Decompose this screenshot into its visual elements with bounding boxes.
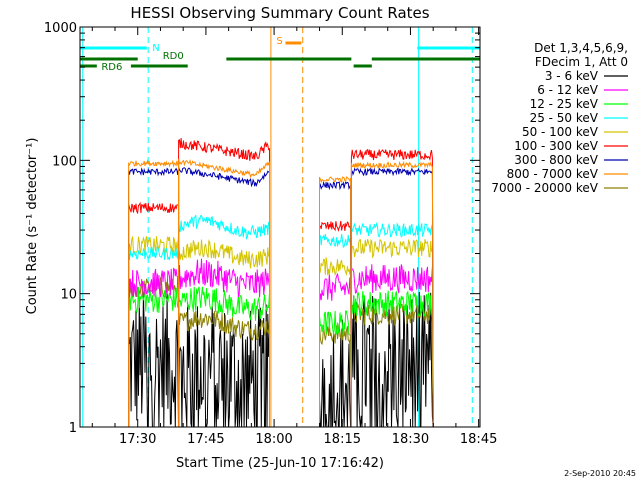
footer-date: 2-Sep-2010 20:45 bbox=[564, 469, 636, 478]
y-axis-label: Count Rate (s⁻¹ detector⁻¹) bbox=[25, 138, 40, 315]
series-line-3 bbox=[128, 214, 434, 427]
series-line-0 bbox=[128, 290, 434, 427]
axes: 1 10 100 1000 17:30 17:45 18:00 18:15 18:30 18:45 bbox=[44, 21, 497, 447]
series-line-5 bbox=[128, 138, 434, 427]
flag-bars: N RD0 RD6 S bbox=[80, 36, 480, 73]
x-tick-label: 18:45 bbox=[460, 432, 497, 447]
x-axis-label: Start Time (25-Jun-10 17:16:42) bbox=[176, 456, 384, 471]
chart-title: HESSI Observing Summary Count Rates bbox=[130, 4, 429, 22]
legend-header-line: Det 1,3,4,5,6,9, bbox=[534, 41, 628, 55]
legend-entry-label: 50 - 100 keV bbox=[522, 125, 599, 139]
x-tick-label: 18:30 bbox=[392, 432, 429, 447]
series-group bbox=[82, 27, 473, 427]
x-tick-label: 18:00 bbox=[255, 432, 292, 447]
series-line-1 bbox=[128, 258, 434, 427]
series-line-4 bbox=[128, 235, 434, 427]
legend-entry-label: 6 - 12 keV bbox=[537, 83, 599, 97]
flag-label-rd0: RD0 bbox=[163, 51, 184, 62]
y-tick-label: 10 bbox=[60, 288, 77, 303]
x-tick-label: 17:30 bbox=[119, 432, 156, 447]
series-line-7 bbox=[128, 158, 434, 427]
y-tick-label: 100 bbox=[52, 154, 77, 169]
legend-entry-label: 800 - 7000 keV bbox=[507, 167, 599, 181]
plot-area: N RD0 RD6 S bbox=[80, 27, 480, 427]
y-tick-label: 1000 bbox=[44, 21, 77, 36]
y-tick-label: 1 bbox=[69, 421, 77, 436]
x-tick-label: 17:45 bbox=[187, 432, 224, 447]
legend-entry-label: 25 - 50 keV bbox=[530, 111, 599, 125]
series-line-2 bbox=[128, 286, 434, 427]
legend-entry-label: 3 - 6 keV bbox=[545, 69, 599, 83]
flag-label-n: N bbox=[152, 43, 159, 54]
legend-entry-label: 100 - 300 keV bbox=[514, 139, 598, 153]
legend-entry-label: 300 - 800 keV bbox=[514, 153, 598, 167]
series-line-6 bbox=[128, 167, 434, 427]
legend-header-line: FDecim 1, Att 0 bbox=[535, 55, 628, 69]
flag-label-s: S bbox=[276, 36, 282, 47]
flag-label-rd6: RD6 bbox=[101, 62, 122, 73]
legend: Det 1,3,4,5,6,9,FDecim 1, Att 03 - 6 keV… bbox=[491, 41, 628, 195]
plot-frame bbox=[79, 26, 481, 428]
legend-entry-label: 12 - 25 keV bbox=[530, 97, 599, 111]
x-tick-label: 18:15 bbox=[324, 432, 361, 447]
legend-entry-label: 7000 - 20000 keV bbox=[491, 181, 598, 195]
